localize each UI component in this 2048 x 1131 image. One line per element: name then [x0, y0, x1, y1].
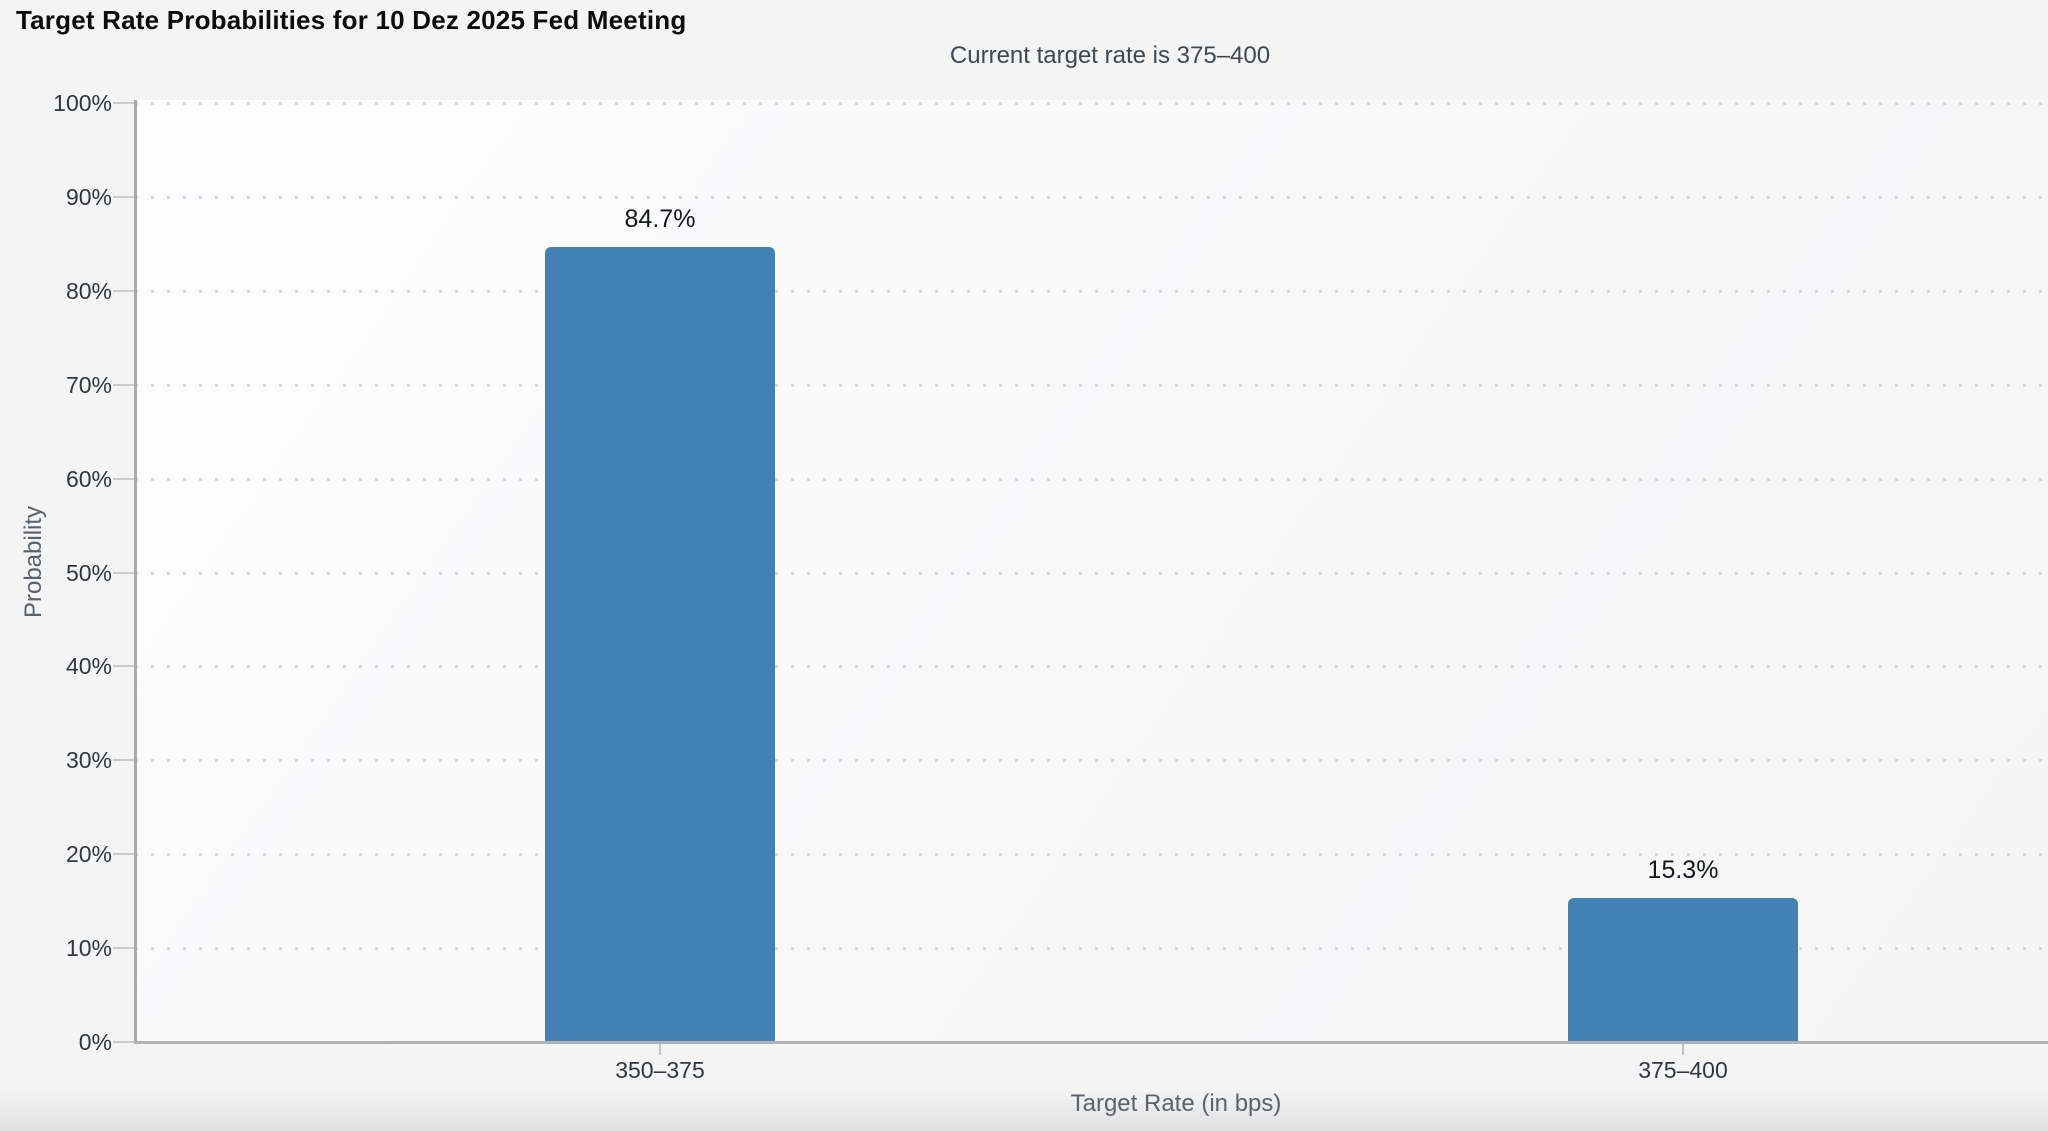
- bar-value-label-1: 15.3%: [1647, 856, 1719, 885]
- y-tick-100: [113, 102, 134, 104]
- y-tick-40: [113, 665, 134, 668]
- y-tick-30: [113, 759, 134, 762]
- x-tick-0: [659, 1044, 661, 1055]
- plot-area-background: [135, 100, 2048, 1042]
- y-tick-label-90: 90%: [65, 183, 112, 210]
- chart-title: Target Rate Probabilities for 10 Dez 202…: [16, 5, 687, 35]
- x-tick-1: [1682, 1044, 1684, 1055]
- bottom-fade-gradient: [0, 1089, 2048, 1131]
- y-tick-70: [113, 383, 134, 386]
- gridline-70: [135, 383, 2048, 387]
- y-axis-line: [134, 100, 137, 1042]
- y-tick-label-70: 70%: [65, 371, 112, 398]
- y-tick-label-40: 40%: [65, 653, 112, 680]
- x-axis-title: Target Rate (in bps): [1070, 1090, 1282, 1117]
- gridline-80: [135, 289, 2048, 293]
- y-tick-0: [113, 1041, 134, 1043]
- y-tick-80: [113, 289, 134, 292]
- y-tick-10: [113, 947, 134, 950]
- x-tick-label-1: 375–400: [1638, 1057, 1728, 1083]
- y-tick-20: [113, 853, 134, 856]
- x-tick-label-0: 350–375: [615, 1057, 705, 1083]
- gridline-60: [135, 477, 2048, 481]
- y-tick-90: [113, 195, 134, 198]
- gridline-40: [135, 665, 2048, 669]
- y-tick-label-80: 80%: [65, 277, 112, 304]
- bar-0: [545, 246, 775, 1042]
- y-axis-title: Probability: [20, 505, 47, 619]
- y-tick-label-10: 10%: [65, 935, 112, 962]
- gridline-20: [135, 853, 2048, 857]
- y-tick-label-100: 100%: [53, 90, 112, 116]
- y-tick-label-30: 30%: [65, 747, 112, 774]
- gridline-50: [135, 571, 2048, 575]
- gridline-10: [135, 947, 2048, 951]
- y-tick-label-50: 50%: [65, 559, 112, 586]
- y-tick-50: [113, 571, 134, 574]
- y-tick-label-60: 60%: [65, 465, 112, 492]
- y-tick-label-0: 0%: [78, 1029, 112, 1055]
- x-axis-line: [134, 1041, 2048, 1044]
- gridline-100: [135, 102, 2048, 105]
- y-tick-label-20: 20%: [65, 841, 112, 868]
- bar-value-label-0: 84.7%: [624, 204, 696, 233]
- y-tick-60: [113, 477, 134, 480]
- gridline-90: [135, 195, 2048, 199]
- chart-subtitle: Current target rate is 375–400: [949, 42, 1271, 69]
- bar-1: [1568, 898, 1798, 1042]
- gridline-30: [135, 759, 2048, 763]
